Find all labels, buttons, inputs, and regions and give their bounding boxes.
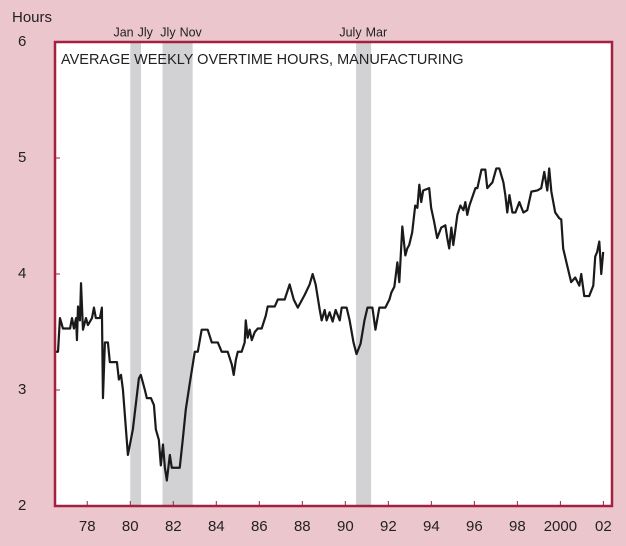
y-tick-label: 4 — [18, 265, 26, 282]
recession-start-label: Jan — [113, 25, 133, 39]
y-tick-label: 5 — [18, 149, 26, 166]
x-tick-label: 02 — [595, 518, 612, 535]
y-tick-label: 2 — [18, 497, 26, 514]
data-line — [55, 167, 605, 482]
x-tick-label: 96 — [466, 518, 483, 535]
y-axis-label: Hours — [12, 9, 52, 26]
x-tick-label: 86 — [251, 518, 268, 535]
recession-band — [356, 42, 372, 506]
plot-background — [55, 42, 612, 506]
recession-band — [162, 42, 193, 506]
y-tick-label: 3 — [18, 381, 26, 398]
x-tick-label: 80 — [122, 518, 139, 535]
x-tick-label: 82 — [165, 518, 182, 535]
chart-title: AVERAGE WEEKLY OVERTIME HOURS, MANUFACTU… — [61, 52, 464, 68]
x-tick-label: 84 — [208, 518, 225, 535]
recession-start-label: Jly — [160, 25, 176, 39]
x-tick-label: 88 — [294, 518, 311, 535]
x-tick-label: 2000 — [544, 518, 577, 535]
x-tick-label: 98 — [509, 518, 526, 535]
plot-frame — [53, 40, 614, 508]
x-tick-label: 92 — [380, 518, 397, 535]
recession-end-label: Jly — [138, 25, 154, 39]
recession-end-label: Nov — [180, 25, 203, 39]
x-tick-label: 90 — [337, 518, 354, 535]
recession-start-label: July — [339, 25, 362, 39]
y-tick-label: 6 — [18, 33, 26, 50]
x-tick-label: 94 — [423, 518, 440, 535]
recession-band — [130, 42, 142, 506]
recession-end-label: Mar — [366, 25, 388, 39]
x-tick-label: 78 — [79, 518, 96, 535]
